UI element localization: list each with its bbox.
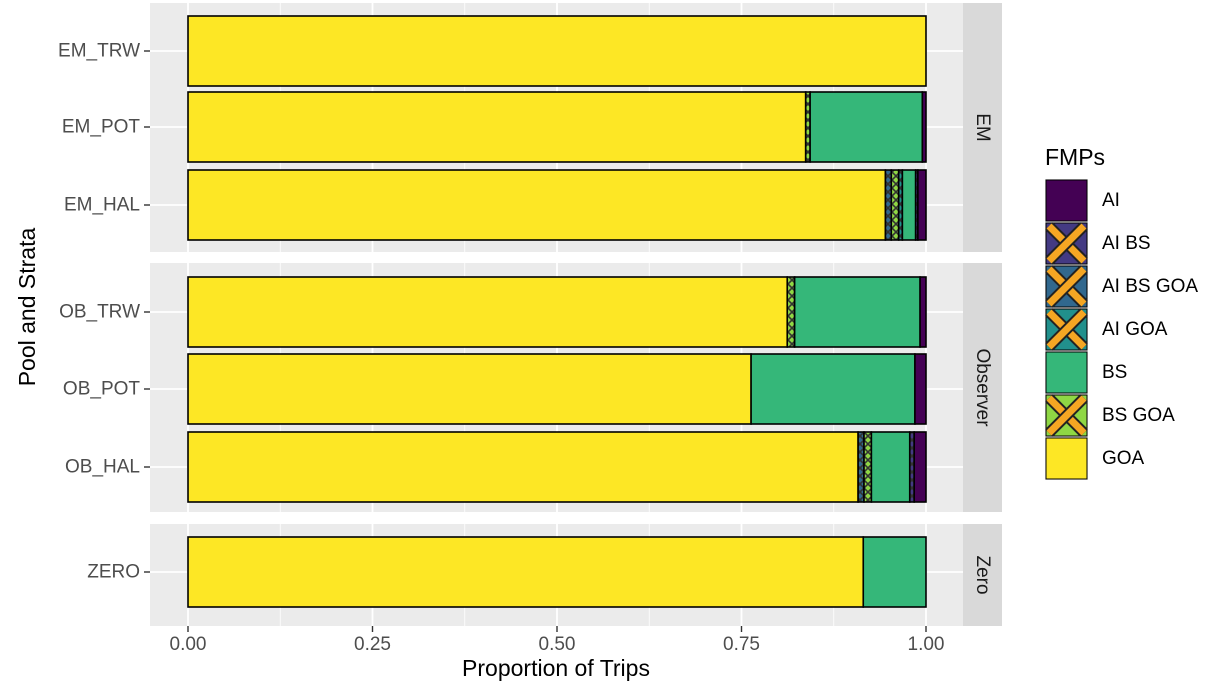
legend-item-ai-bs-goa: AI BS GOA <box>1045 265 1198 308</box>
legend-label-bs-goa: BS GOA <box>1102 405 1175 426</box>
bar-row-ob-pot <box>187 353 927 425</box>
strip-zero <box>963 524 1002 626</box>
y-tick-label-ob-hal: OB_HAL <box>65 457 140 478</box>
y-tick-label-em-hal: EM_HAL <box>64 195 140 216</box>
legend-item-bs: BS <box>1045 351 1127 394</box>
x-axis-title: Proportion of Trips <box>462 655 650 681</box>
strip-label-observer: Observer <box>972 348 993 427</box>
legend-pattern-cross <box>1045 308 1088 351</box>
strip-em <box>963 3 1002 252</box>
legend-pattern-cross <box>1045 394 1088 437</box>
legend-swatch-bs <box>1045 351 1088 394</box>
legend-label-ai-bs-goa: AI BS GOA <box>1102 276 1198 297</box>
strip-label-zero: Zero <box>972 555 993 594</box>
legend-label-ai-goa: AI GOA <box>1102 319 1168 340</box>
y-tick-label-em-trw: EM_TRW <box>58 41 140 62</box>
strip-label-em: EM <box>972 113 993 142</box>
bar-segment-ob-hal-goa <box>187 431 859 503</box>
legend-item-goa: GOA <box>1045 437 1145 480</box>
bar-segment-ob-hal-ai <box>913 431 927 503</box>
legend: FMPs AI AI BS AI BS GOA AI GOA BS BS GOA GOA <box>1045 144 1198 480</box>
axes-layer: EM_TRW EM_POT EM_HAL OB_TRW OB_POT OB_HAL ZERO… <box>58 41 944 656</box>
y-axis-title: Pool and Strata <box>14 228 40 387</box>
legend-item-ai-goa: AI GOA <box>1045 308 1168 351</box>
bar-segment-ob-trw-bs <box>793 276 921 348</box>
legend-pattern-cross <box>1045 222 1088 265</box>
bar-segment-em-hal-ai-bs-goa <box>884 169 893 241</box>
bar-segment-em-hal-bs <box>901 169 917 241</box>
bar-segment-em-trw-goa <box>187 15 927 87</box>
legend-label-ai-bs: AI BS <box>1102 233 1151 254</box>
bar-segment-em-hal-bs-goa <box>890 169 900 241</box>
bar-segment-em-hal-ai <box>917 169 927 241</box>
bar-segment-em-pot-bs <box>809 91 924 163</box>
legend-label-ai: AI <box>1102 190 1120 211</box>
bar-row-zero <box>187 536 927 608</box>
strip-observer <box>963 263 1002 512</box>
bar-row-em-trw <box>187 15 927 87</box>
bar-segment-em-pot-ai <box>921 91 927 163</box>
legend-pattern-cross <box>1045 265 1088 308</box>
bar-segment-ob-trw-ai <box>919 276 927 348</box>
x-tick-label: 0.50 <box>539 634 576 655</box>
bar-segment-zero-bs <box>862 536 927 608</box>
x-tick-label: 0.00 <box>170 634 207 655</box>
x-tick-label: 0.25 <box>354 634 391 655</box>
legend-label-bs: BS <box>1102 362 1127 383</box>
y-tick-label-zero: ZERO <box>87 562 140 583</box>
bar-row-ob-hal <box>187 431 927 503</box>
bar-row-em-pot <box>187 91 927 163</box>
y-tick-label-ob-trw: OB_TRW <box>59 302 140 323</box>
bar-segment-em-pot-goa <box>187 91 807 163</box>
bar-layer <box>187 15 927 608</box>
legend-item-ai: AI <box>1045 179 1120 222</box>
bar-segment-zero-goa <box>187 536 865 608</box>
legend-title: FMPs <box>1045 144 1105 170</box>
legend-item-ai-bs: AI BS <box>1045 222 1151 265</box>
bar-segment-ob-hal-ai-bs-goa <box>857 431 865 503</box>
y-tick-label-em-pot: EM_POT <box>62 117 141 138</box>
bar-segment-ob-trw-goa <box>187 276 789 348</box>
bar-row-em-hal <box>187 169 927 241</box>
x-tick-label: 0.75 <box>723 634 760 655</box>
legend-swatch-goa <box>1045 437 1088 480</box>
bar-row-ob-trw <box>187 276 927 348</box>
legend-label-goa: GOA <box>1102 448 1145 469</box>
legend-item-bs-goa: BS GOA <box>1045 394 1175 437</box>
bar-segment-ob-pot-goa <box>187 353 752 425</box>
bar-segment-em-hal-goa <box>187 169 887 241</box>
bar-segment-ob-hal-bs-goa <box>863 431 873 503</box>
bar-segment-ob-trw-bs-goa <box>786 276 796 348</box>
bar-segment-ob-hal-bs <box>870 431 911 503</box>
bar-segment-ob-pot-ai <box>914 353 927 425</box>
y-tick-label-ob-pot: OB_POT <box>63 379 140 400</box>
x-tick-label: 1.00 <box>908 634 945 655</box>
legend-swatch-ai <box>1045 179 1088 222</box>
bar-segment-ob-pot-bs <box>750 353 916 425</box>
